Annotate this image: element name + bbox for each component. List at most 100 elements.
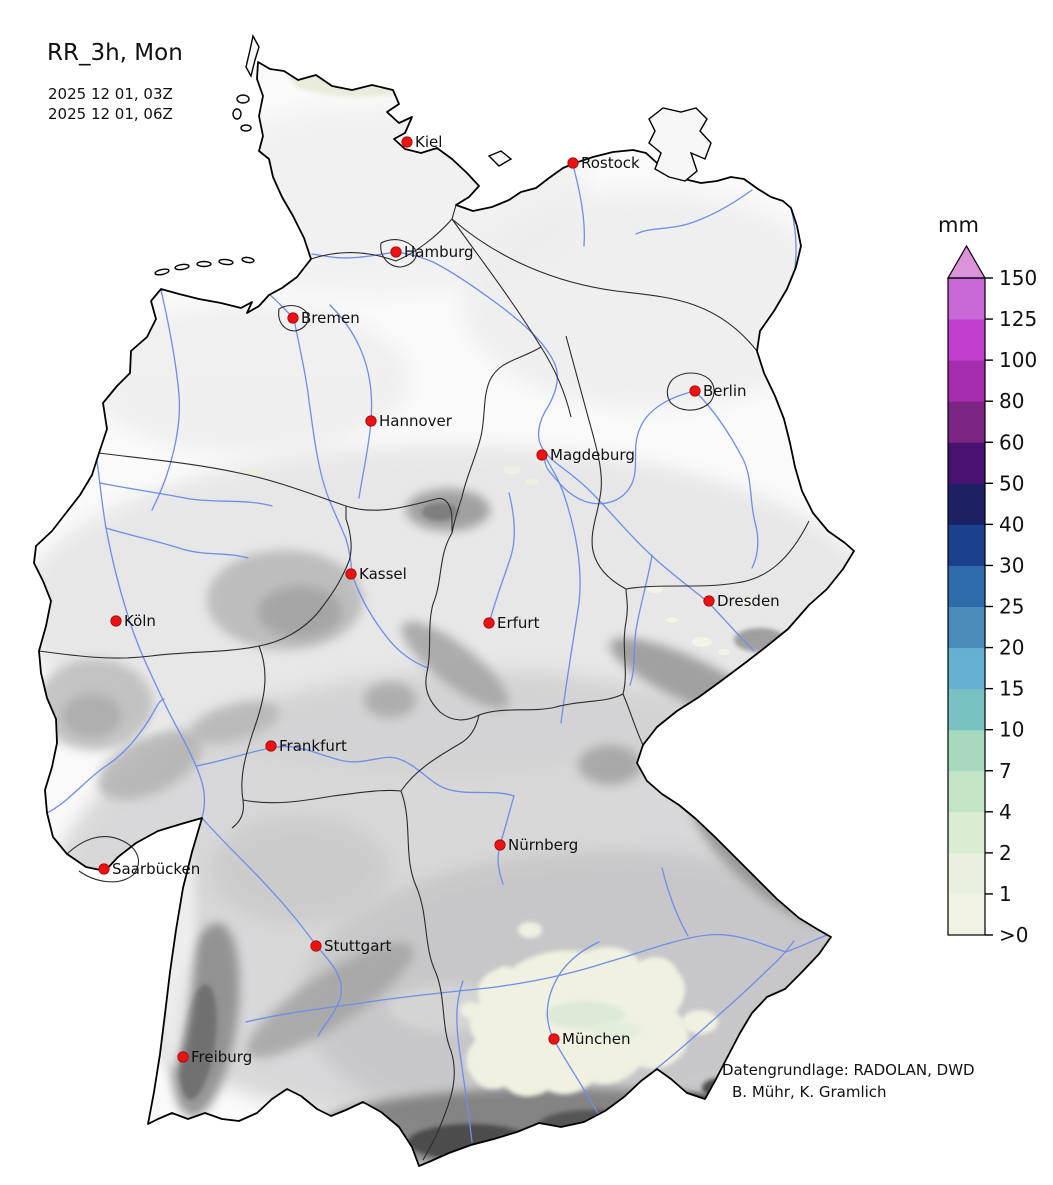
valid-time-end: 2025 12 01, 06Z [48,105,173,124]
colorbar-segment-15 [948,647,985,690]
river-peene [635,189,753,235]
river-ems [151,289,181,511]
attribution-authors: B. Mühr, K. Gramlich [732,1082,887,1101]
city-label-magdeburg: Magdeburg [550,446,635,464]
colorbar-segment-20 [948,606,985,649]
colorbar-tick-label-10: 10 [999,718,1024,742]
river-inn [655,940,795,1070]
colorbar-tick-label-60: 60 [999,430,1024,454]
colorbar-tick-label-1: 1 [999,882,1012,906]
city-label-nürnberg: Nürnberg [508,836,578,854]
colorbar-segment-4 [948,770,985,813]
colorbar-segment-100 [948,319,985,361]
valid-time-start: 2025 12 01, 03Z [48,85,173,103]
attribution: Datengrundlage: RADOLAN, DWD B. Mühr, K.… [722,1060,975,1104]
city-label-frankfurt: Frankfurt [279,737,347,755]
page-title: RR_3h, Mon [47,40,183,66]
city-marker-nürnberg [494,839,506,851]
colorbar-segment-1 [948,852,985,895]
colorbar-tick-label-150: 150 [999,266,1037,290]
city-marker-hannover [365,415,377,427]
river-mulde [629,554,653,686]
island-sylt [245,34,260,78]
river-danube [245,933,828,1023]
colorbar-tick-label-7: 7 [999,759,1012,783]
island-frisian-3 [196,260,212,268]
island-frisian-5 [241,256,255,264]
island-pellworm [240,124,252,132]
colorbar-tick-label-50: 50 [999,471,1024,495]
city-label-erfurt: Erfurt [497,614,540,632]
city-label-kiel: Kiel [415,133,442,151]
river-werra [351,573,429,669]
colorbar-segment-10 [948,688,985,731]
colorbar-segment->0 [948,893,985,936]
city-marker-rostock [567,157,579,169]
colorbar-tick-label-20: 20 [999,636,1024,660]
city-label-köln: Köln [124,612,156,630]
colorbar-segment-2 [948,811,985,854]
valid-time-range: 2025 12 01, 03Z 2025 12 01, 06Z [48,84,173,125]
river-warnow [572,164,586,247]
colorbar-segment-7 [948,729,985,772]
river-saale [545,457,581,724]
city-label-saarbücken: Saarbücken [112,860,200,878]
colorbar-tick-label-100: 100 [999,348,1037,372]
city-label-freiburg: Freiburg [191,1048,252,1066]
colorbar: >0 1 2 4 7 10 15 20 25 30 40 50 60 80 100 125 150 mm [938,213,1037,947]
state-borders [38,204,810,1161]
river-lippe [99,482,273,507]
colorbar-tick-label-25: 25 [999,595,1024,619]
city-label-hamburg: Hamburg [404,243,474,261]
city-label-bremen: Bremen [301,309,360,327]
colorbar-tick-label-4: 4 [999,800,1012,824]
city-label-berlin: Berlin [703,382,747,400]
colorbar-extend-arrow [946,244,987,279]
colorbar-tick-label-30: 30 [999,553,1024,577]
island-foehr [236,94,250,104]
island-frisian-1 [154,268,170,276]
islands [154,34,712,276]
island-ruegen [648,107,712,182]
colorbar-tick-label-40: 40 [999,512,1024,536]
city-label-rostock: Rostock [581,154,640,172]
city-label-dresden: Dresden [717,592,780,610]
country-border [33,34,855,1167]
colorbar-segment-125 [948,278,985,320]
colorbar-tick-label-15: 15 [999,677,1024,701]
river-lech [456,980,473,1143]
city-label-stuttgart: Stuttgart [324,937,392,955]
river-isar [546,941,602,1120]
city-marker-dresden [703,595,715,607]
island-fehmarn [487,150,513,167]
city-marker-kiel [401,136,413,148]
city-marker-bremen [287,312,299,324]
city-marker-hamburg [390,246,402,258]
city-marker-köln [110,615,122,627]
river-naab [661,867,689,937]
colorbar-segment-80 [948,360,985,402]
city-marker-freiburg [177,1051,189,1063]
river-main [195,745,515,797]
colorbar-unit-label: mm [938,213,979,237]
city-marker-frankfurt [265,740,277,752]
river-ruhr [105,527,249,559]
city-label-hannover: Hannover [379,412,453,430]
river-mosel [46,698,165,814]
colorbar-segment-50 [948,442,985,484]
river-unstrut [488,492,515,625]
city-label-kassel: Kassel [359,565,407,583]
colorbar-tick-label->0: >0 [999,923,1028,947]
island-frisian-2 [174,263,190,271]
colorbar-tick-label-80: 80 [999,389,1024,413]
colorbar-segment-40 [948,483,985,525]
city-marker-kassel [345,568,357,580]
river-spree [694,390,759,569]
island-frisian-4 [218,258,234,266]
colorbar-tick-label-125: 125 [999,307,1037,331]
city-marker-magdeburg [536,449,548,461]
island-amrum [232,108,242,120]
river-leine [329,304,373,499]
